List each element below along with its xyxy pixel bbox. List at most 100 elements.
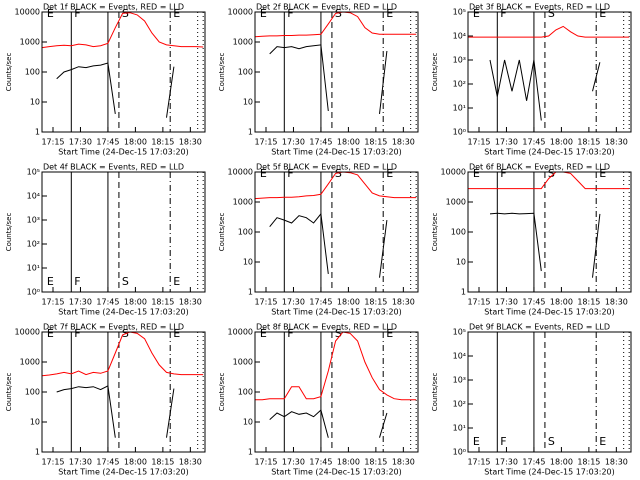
event-label: F	[74, 327, 80, 340]
series-line	[269, 44, 329, 112]
plot-frame	[41, 331, 206, 453]
event-label: F	[500, 7, 506, 20]
series-line	[468, 25, 630, 38]
y-axis-label: Counts/sec	[5, 53, 13, 92]
y-tick-label: 1000	[233, 358, 253, 367]
x-tick-label: 18:00	[550, 298, 573, 307]
y-tick-label: 1000	[20, 38, 40, 47]
chart-title: Det 6f BLACK = Events, RED = LLD	[469, 163, 610, 172]
x-tick-label: 18:00	[550, 138, 573, 147]
series-line	[56, 62, 116, 114]
event-label: E	[473, 435, 480, 448]
x-tick-label: 17:30	[69, 138, 92, 147]
x-tick-label: 18:30	[605, 298, 628, 307]
event-label: E	[260, 7, 267, 20]
y-tick-label: 10¹	[453, 424, 466, 433]
x-axis-label: Start Time (24-Dec-15 17:03:20)	[484, 468, 615, 477]
x-tick-label: 18:00	[124, 298, 147, 307]
x-tick-label: 18:15	[364, 298, 387, 307]
event-label: F	[287, 167, 293, 180]
series-line	[269, 212, 329, 274]
event-label: S	[335, 167, 342, 180]
series-line	[56, 385, 116, 438]
x-tick-label: 17:15	[467, 458, 490, 467]
series-line	[489, 59, 542, 121]
plot-frame	[41, 171, 206, 293]
y-tick-label: 1	[35, 448, 40, 457]
y-tick-label: 10000	[15, 328, 40, 337]
x-tick-label: 17:15	[41, 298, 64, 307]
y-tick-label: 10000	[441, 168, 466, 177]
y-tick-label: 10	[243, 258, 253, 267]
x-tick-label: 18:15	[364, 138, 387, 147]
y-tick-label: 100	[451, 228, 466, 237]
y-tick-label: 10⁰	[27, 288, 40, 297]
x-tick-label: 18:00	[124, 458, 147, 467]
x-tick-label: 17:45	[309, 458, 332, 467]
x-tick-label: 18:15	[577, 458, 600, 467]
series-line	[592, 62, 601, 92]
x-tick-label: 18:30	[392, 298, 415, 307]
y-axis-label: Counts/sec	[5, 373, 13, 412]
y-tick-label: 1	[248, 448, 253, 457]
panel: 10⁰ 10¹ 10² 10³ 10⁴ 10⁵ 17:15 17:30 17:45 18:00 18…	[431, 323, 632, 477]
plot-frame	[41, 11, 206, 133]
y-tick-label: 10	[30, 418, 40, 427]
x-tick-label: 18:00	[337, 298, 360, 307]
y-tick-label: 10³	[453, 56, 466, 65]
y-tick-label: 10³	[453, 376, 466, 385]
x-axis-label: Start Time (24-Dec-15 17:03:20)	[271, 468, 402, 477]
y-tick-label: 10⁵	[453, 8, 466, 17]
event-label: F	[287, 7, 293, 20]
event-label: E	[599, 435, 606, 448]
x-tick-label: 17:45	[522, 458, 545, 467]
y-axis-label: Counts/sec	[431, 53, 439, 92]
x-axis-label: Start Time (24-Dec-15 17:03:20)	[484, 148, 615, 157]
y-axis-label: Counts/sec	[218, 53, 226, 92]
chart-title: Det 9f BLACK = Events, RED = LLD	[469, 323, 610, 332]
y-tick-label: 1000	[446, 198, 466, 207]
y-tick-label: 100	[238, 388, 253, 397]
series-line	[42, 12, 204, 49]
series-line	[489, 212, 542, 272]
y-tick-label: 1	[248, 288, 253, 297]
chart-title: Det 8f BLACK = Events, RED = LLD	[256, 323, 397, 332]
x-tick-label: 18:30	[179, 298, 202, 307]
event-label: F	[74, 7, 80, 20]
x-tick-label: 18:30	[179, 138, 202, 147]
event-label: E	[473, 167, 480, 180]
x-tick-label: 17:30	[495, 458, 518, 467]
y-axis-label: Counts/sec	[218, 213, 226, 252]
x-tick-label: 18:15	[151, 138, 174, 147]
x-tick-label: 17:15	[254, 138, 277, 147]
event-label: E	[386, 327, 393, 340]
x-tick-label: 17:30	[282, 458, 305, 467]
plot-frame	[254, 331, 419, 453]
series-line	[269, 409, 329, 438]
event-label: E	[386, 167, 393, 180]
y-tick-label: 100	[25, 388, 40, 397]
y-tick-label: 1000	[233, 198, 253, 207]
y-tick-label: 10000	[228, 8, 253, 17]
plot-frame	[467, 171, 632, 293]
event-label: F	[74, 275, 80, 288]
event-label: S	[548, 435, 555, 448]
x-tick-label: 18:00	[124, 138, 147, 147]
y-tick-label: 1000	[233, 38, 253, 47]
x-tick-label: 17:15	[41, 458, 64, 467]
y-tick-label: 1	[248, 128, 253, 137]
event-label: E	[473, 7, 480, 20]
x-axis-label: Start Time (24-Dec-15 17:03:20)	[58, 148, 189, 157]
x-tick-label: 18:30	[605, 458, 628, 467]
panel: 1 10 100 1000 10000 17:15 17:30 17:45 18:00 18:15…	[431, 163, 632, 317]
series-line	[379, 50, 388, 114]
panel: 10⁰ 10¹ 10² 10³ 10⁴ 10⁵ 17:15 17:30 17:45 18:00 18…	[431, 3, 632, 157]
event-label: S	[335, 7, 342, 20]
event-label: F	[500, 435, 506, 448]
y-axis-label: Counts/sec	[431, 213, 439, 252]
y-tick-label: 10⁴	[27, 192, 40, 201]
series-line	[592, 213, 601, 278]
x-tick-label: 17:45	[96, 138, 119, 147]
series-line	[468, 172, 630, 190]
